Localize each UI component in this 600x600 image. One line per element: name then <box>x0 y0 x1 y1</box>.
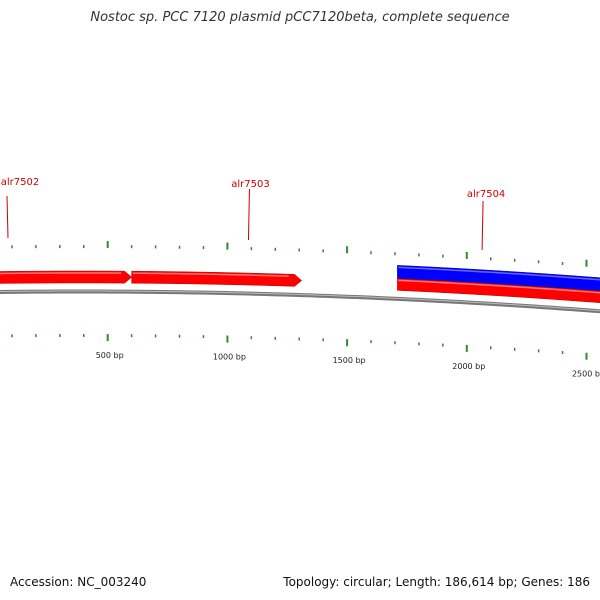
scale-label: 1500 bp <box>333 356 366 365</box>
scale-ticks <box>11 241 588 360</box>
gene-leader-line <box>247 188 250 241</box>
gene-features <box>0 265 600 303</box>
forward-gene-arrow <box>0 270 132 284</box>
gene-label: alr7502 <box>1 177 39 188</box>
gene-labels: alr7502 alr7503 alr7504 <box>1 177 505 251</box>
scale-label: 2500 bp <box>572 370 600 379</box>
gene-leader-line <box>481 200 484 251</box>
scale-label: 2000 bp <box>452 362 485 371</box>
map-title: Nostoc sp. PCC 7120 plasmid pCC7120beta,… <box>90 10 510 25</box>
gene-leader-line <box>6 195 9 239</box>
scale-labels: 500 bp 1000 bp 1500 bp 2000 bp 2500 bp <box>96 351 600 379</box>
gene-label: alr7504 <box>467 189 505 200</box>
gene-highlight <box>132 272 289 277</box>
backbone-highlight <box>0 290 600 312</box>
reverse-gene-bar <box>397 265 600 291</box>
scale-label: 500 bp <box>96 351 124 360</box>
summary-text: Topology: circular; Length: 186,614 bp; … <box>283 575 590 589</box>
gene-highlight <box>398 266 600 281</box>
scale-label: 1000 bp <box>213 353 246 362</box>
accession-text: Accession: NC_003240 <box>10 575 147 589</box>
gene-label: alr7503 <box>231 179 269 190</box>
gene-highlight <box>0 272 122 275</box>
gene-highlight <box>398 279 600 294</box>
